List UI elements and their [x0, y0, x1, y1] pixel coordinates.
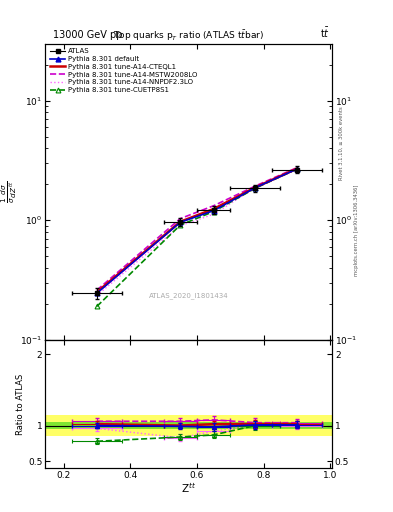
- Text: t$\bar{t}$: t$\bar{t}$: [320, 26, 330, 40]
- Pythia 8.301 tune-CUETP8S1: [295, 166, 299, 172]
- Pythia 8.301 tune-A14-MSTW2008LO: [295, 164, 299, 170]
- Text: ATLAS_2020_I1801434: ATLAS_2020_I1801434: [149, 292, 228, 298]
- Line: Pythia 8.301 tune-A14-NNPDF2.3LO: Pythia 8.301 tune-A14-NNPDF2.3LO: [97, 169, 297, 295]
- Pythia 8.301 tune-CUETP8S1: [211, 208, 216, 215]
- Pythia 8.301 default: [295, 166, 299, 172]
- Pythia 8.301 default: [211, 207, 216, 214]
- Pythia 8.301 tune-A14-NNPDF2.3LO: [295, 166, 299, 173]
- Bar: [45, 415, 332, 436]
- Pythia 8.301 tune-A14-NNPDF2.3LO: [178, 223, 183, 229]
- Line: Pythia 8.301 tune-A14-CTEQL1: Pythia 8.301 tune-A14-CTEQL1: [97, 168, 297, 292]
- Line: Pythia 8.301 tune-A14-MSTW2008LO: Pythia 8.301 tune-A14-MSTW2008LO: [97, 167, 297, 290]
- Text: 13000 GeV pp: 13000 GeV pp: [53, 30, 123, 40]
- Bar: [45, 422, 332, 429]
- Pythia 8.301 default: [95, 290, 99, 296]
- Pythia 8.301 tune-A14-CTEQL1: [211, 206, 216, 212]
- Pythia 8.301 tune-A14-CTEQL1: [95, 289, 99, 295]
- Pythia 8.301 tune-A14-NNPDF2.3LO: [211, 211, 216, 217]
- Pythia 8.301 tune-A14-MSTW2008LO: [211, 203, 216, 209]
- Pythia 8.301 tune-A14-CTEQL1: [178, 219, 183, 225]
- Legend: ATLAS, Pythia 8.301 default, Pythia 8.301 tune-A14-CTEQL1, Pythia 8.301 tune-A14: ATLAS, Pythia 8.301 default, Pythia 8.30…: [49, 47, 199, 94]
- Pythia 8.301 default: [178, 219, 183, 225]
- Pythia 8.301 tune-A14-MSTW2008LO: [178, 216, 183, 222]
- Pythia 8.301 tune-A14-NNPDF2.3LO: [253, 184, 258, 190]
- Y-axis label: $\frac{1}{\sigma}\frac{d\sigma}{dZ^{tt}}$: $\frac{1}{\sigma}\frac{d\sigma}{dZ^{tt}}…: [0, 181, 19, 203]
- Pythia 8.301 tune-A14-CTEQL1: [253, 184, 258, 190]
- Pythia 8.301 tune-A14-NNPDF2.3LO: [95, 292, 99, 298]
- Pythia 8.301 tune-A14-MSTW2008LO: [95, 287, 99, 293]
- Pythia 8.301 tune-CUETP8S1: [95, 303, 99, 309]
- Pythia 8.301 tune-A14-MSTW2008LO: [253, 183, 258, 189]
- Text: Rivet 3.1.10, ≥ 300k events: Rivet 3.1.10, ≥ 300k events: [339, 106, 344, 180]
- Y-axis label: Ratio to ATLAS: Ratio to ATLAS: [16, 373, 25, 435]
- Line: Pythia 8.301 default: Pythia 8.301 default: [94, 166, 299, 295]
- Line: Pythia 8.301 tune-CUETP8S1: Pythia 8.301 tune-CUETP8S1: [94, 166, 299, 309]
- Text: mcplots.cern.ch [arXiv:1306.3436]: mcplots.cern.ch [arXiv:1306.3436]: [354, 185, 359, 276]
- Pythia 8.301 tune-A14-CTEQL1: [295, 165, 299, 172]
- Pythia 8.301 tune-CUETP8S1: [178, 222, 183, 228]
- Title: Top quarks p$_T$ ratio (ATLAS t$\bar{t}$bar): Top quarks p$_T$ ratio (ATLAS t$\bar{t}$…: [113, 29, 264, 44]
- X-axis label: Z$^{tt}$: Z$^{tt}$: [181, 482, 196, 496]
- Pythia 8.301 default: [253, 184, 258, 190]
- Pythia 8.301 tune-CUETP8S1: [253, 185, 258, 191]
